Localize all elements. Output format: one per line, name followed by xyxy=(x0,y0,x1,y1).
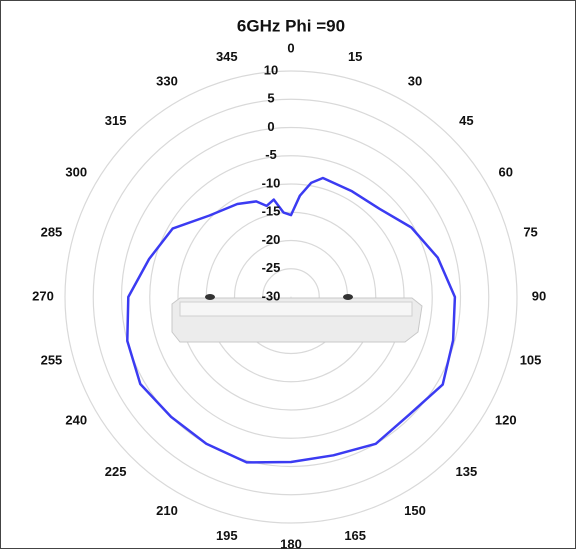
angle-tick-label: 0 xyxy=(287,40,294,55)
angle-tick-label: 135 xyxy=(456,464,478,479)
rings xyxy=(64,70,518,524)
angle-tick-label: 240 xyxy=(65,412,87,427)
grid-ring xyxy=(92,98,490,496)
angle-tick-label: 30 xyxy=(408,74,422,89)
device-top xyxy=(179,301,413,317)
angle-tick-label: 300 xyxy=(65,164,87,179)
device-pin xyxy=(343,294,353,300)
r-tick-label: -5 xyxy=(265,147,277,162)
angle-tick-label: 285 xyxy=(41,224,63,239)
r-tick-label: 5 xyxy=(267,91,274,106)
angle-tick-label: 315 xyxy=(105,113,127,128)
grid-ring xyxy=(120,126,462,468)
r-tick-label: 10 xyxy=(264,62,278,77)
r-tick-label: -30 xyxy=(262,288,281,303)
grid-center xyxy=(290,296,292,298)
angle-tick-label: 345 xyxy=(216,49,238,64)
chart-title: 6GHz Phi =90 xyxy=(237,16,345,35)
angle-tick-label: 270 xyxy=(32,288,54,303)
angle-tick-label: 225 xyxy=(105,464,127,479)
angle-tick-label: 180 xyxy=(280,536,302,549)
angle-tick-label: 60 xyxy=(499,164,513,179)
angle-tick-label: 120 xyxy=(495,412,517,427)
grid-ring xyxy=(64,70,518,524)
grid-ring xyxy=(177,183,405,411)
r-tick-label: 0 xyxy=(267,119,274,134)
angle-tick-label: 90 xyxy=(532,288,546,303)
angle-tick-label: 330 xyxy=(156,74,178,89)
angle-tick-label: 45 xyxy=(459,113,473,128)
angle-tick-label: 165 xyxy=(344,528,366,543)
r-tick-label: -10 xyxy=(262,175,281,190)
angle-tick-label: 210 xyxy=(156,503,178,518)
angle-tick-label: 255 xyxy=(41,353,63,368)
angle-tick-label: 195 xyxy=(216,528,238,543)
pattern-line xyxy=(126,176,457,464)
angle-tick-label: 15 xyxy=(348,49,362,64)
angle-tick-label: 150 xyxy=(404,503,426,518)
grid-ring xyxy=(149,155,433,439)
r-tick-label: -15 xyxy=(262,204,281,219)
r-tick-label: -25 xyxy=(262,260,281,275)
angle-tick-label: 75 xyxy=(523,224,537,239)
angle-tick-label: 105 xyxy=(520,353,542,368)
device-image xyxy=(171,294,423,343)
device-pin xyxy=(205,294,215,300)
r-tick-label: -20 xyxy=(262,232,281,247)
